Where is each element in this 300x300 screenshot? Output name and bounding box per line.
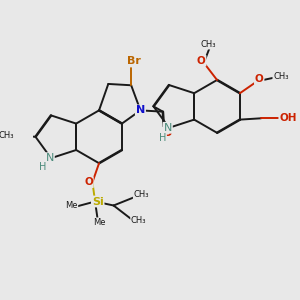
Text: N: N <box>164 123 172 133</box>
Text: CH₃: CH₃ <box>201 40 216 49</box>
Text: O: O <box>255 74 264 84</box>
Text: CH₃: CH₃ <box>131 215 146 224</box>
Text: Br: Br <box>127 56 141 67</box>
Text: O: O <box>197 56 206 66</box>
Text: N: N <box>46 153 54 163</box>
Text: OH: OH <box>279 113 297 123</box>
Text: O: O <box>84 177 93 187</box>
Text: H: H <box>39 162 47 172</box>
Text: Si: Si <box>92 196 103 206</box>
Text: O: O <box>162 128 172 138</box>
Text: CH₃: CH₃ <box>273 71 289 80</box>
Text: Me: Me <box>65 201 78 210</box>
Text: CH₃: CH₃ <box>134 190 149 200</box>
Text: N: N <box>136 105 145 116</box>
Text: Me: Me <box>93 218 105 227</box>
Text: H: H <box>159 133 166 143</box>
Text: CH₃: CH₃ <box>0 131 14 140</box>
